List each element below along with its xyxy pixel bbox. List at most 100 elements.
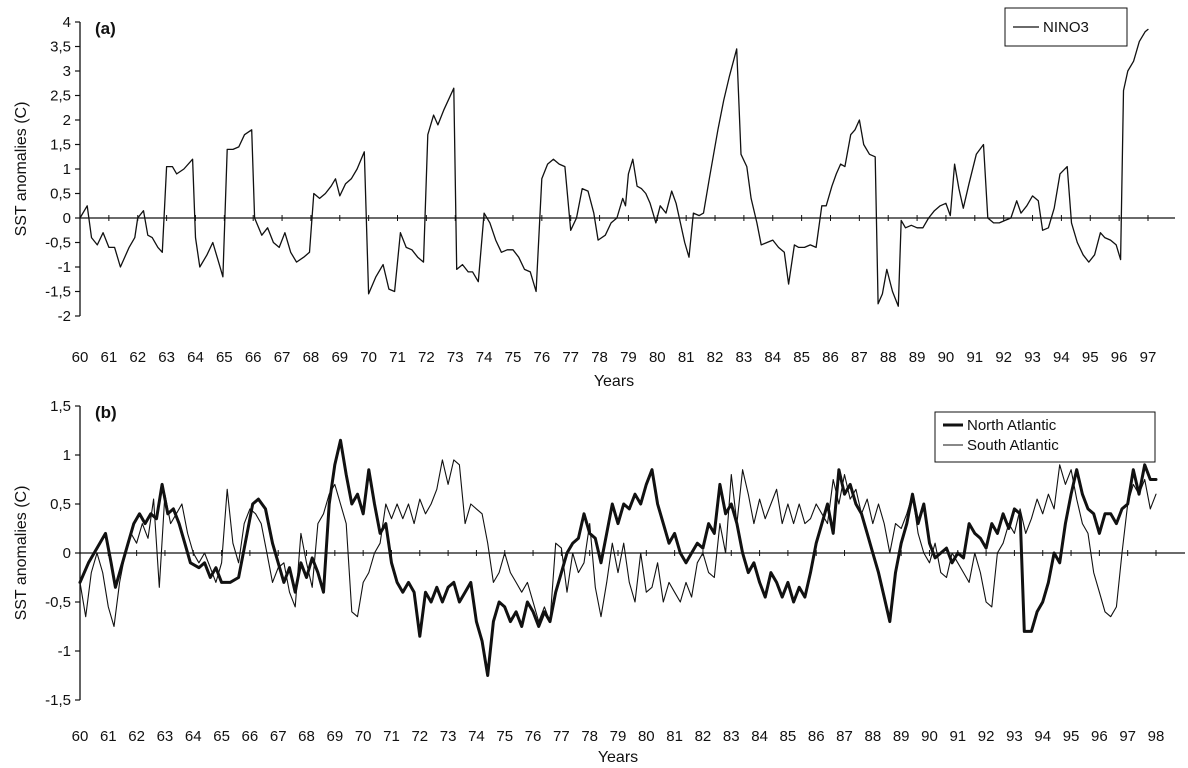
- panel-b: -1,5 -1 -0,5 0 0,5 1 1,5 60 61 62 63 64 65 66 67 68 69 70…: [13, 398, 1185, 766]
- x-tick-label: 92: [995, 349, 1012, 366]
- y-tick-label: -1: [58, 643, 71, 660]
- x-tick-label: 62: [129, 349, 146, 366]
- x-tick-label: 83: [723, 728, 740, 745]
- x-tick-label: 93: [1006, 728, 1023, 745]
- x-tick-label: 88: [864, 728, 881, 745]
- x-tick-label: 89: [893, 728, 910, 745]
- x-tick-label: 60: [72, 349, 89, 366]
- panel-label: (a): [95, 19, 116, 38]
- x-tick-label: 87: [836, 728, 853, 745]
- x-tick-label: 97: [1140, 349, 1157, 366]
- x-tick-label: 73: [440, 728, 457, 745]
- x-tick-label: 76: [525, 728, 542, 745]
- x-tick-label: 62: [128, 728, 145, 745]
- x-tick-label: 74: [476, 349, 493, 366]
- y-axis-label: SST anomalies (C): [13, 486, 30, 621]
- x-tick-label: 63: [157, 728, 174, 745]
- x-tick-label: 95: [1063, 728, 1080, 745]
- y-tick-label: 3,5: [50, 39, 71, 56]
- x-tick-label: 90: [938, 349, 955, 366]
- x-tick-label: 85: [793, 349, 810, 366]
- x-tick-label: 63: [158, 349, 175, 366]
- x-tick-label: 66: [242, 728, 259, 745]
- x-axis-label: Years: [598, 749, 638, 766]
- x-tick-label: 74: [468, 728, 485, 745]
- x-tick-label: 72: [418, 349, 435, 366]
- series-line-south-atlantic: [79, 459, 1157, 628]
- x-tick-label: 66: [245, 349, 262, 366]
- panel-label: (b): [95, 403, 117, 422]
- x-tick-label: 73: [447, 349, 464, 366]
- x-tick-label: 93: [1024, 349, 1041, 366]
- y-tick-label: 4: [63, 14, 71, 31]
- legend-entry: NINO3: [1043, 19, 1089, 36]
- x-tick-label: 91: [949, 728, 966, 745]
- y-tick-label: 1: [63, 161, 71, 178]
- panel-a: -2 -1,5 -1 -0,5 0 0,5 1 1,5 2 2,5 3 3,5 4 60 61 62 63 64 6…: [13, 7, 1175, 390]
- x-tick-label: 64: [187, 349, 204, 366]
- x-tick-label: 94: [1053, 349, 1070, 366]
- x-tick-label: 87: [851, 349, 868, 366]
- x-tick-label: 80: [638, 728, 655, 745]
- y-tick-label: -0,5: [45, 235, 71, 252]
- x-tick-label: 95: [1082, 349, 1099, 366]
- x-tick-label: 89: [909, 349, 926, 366]
- x-tick-label: 85: [780, 728, 797, 745]
- y-tick-label: -1: [58, 259, 71, 276]
- x-tick-label: 70: [360, 349, 377, 366]
- x-tick-label: 64: [185, 728, 202, 745]
- y-tick-label: -2: [58, 308, 71, 325]
- x-tick-label: 61: [101, 349, 118, 366]
- x-tick-label: 80: [649, 349, 666, 366]
- series-line-north-atlantic: [78, 438, 1158, 677]
- x-tick-label: 72: [411, 728, 428, 745]
- x-tick-label: 75: [496, 728, 513, 745]
- y-tick-label: 0: [63, 210, 71, 227]
- y-tick-label: 0: [63, 545, 71, 562]
- y-tick-label: 3: [63, 63, 71, 80]
- x-tick-label: 86: [822, 349, 839, 366]
- x-tick-label: 81: [678, 349, 695, 366]
- y-tick-label: -1,5: [45, 692, 71, 709]
- x-tick-label: 65: [213, 728, 230, 745]
- y-tick-label: 1: [63, 447, 71, 464]
- legend-entry: South Atlantic: [967, 437, 1059, 454]
- x-tick-label: 82: [695, 728, 712, 745]
- x-tick-label: 96: [1091, 728, 1108, 745]
- x-tick-label: 97: [1119, 728, 1136, 745]
- x-tick-label: 67: [270, 728, 287, 745]
- x-tick-label: 91: [966, 349, 983, 366]
- x-tick-label: 75: [505, 349, 522, 366]
- legend-entry: North Atlantic: [967, 417, 1057, 434]
- x-tick-label: 84: [764, 349, 781, 366]
- x-tick-label: 83: [736, 349, 753, 366]
- y-tick-label: -0,5: [45, 594, 71, 611]
- x-tick-label: 71: [389, 349, 406, 366]
- x-tick-label: 65: [216, 349, 233, 366]
- y-tick-label: 0,5: [50, 186, 71, 203]
- x-tick-label: 88: [880, 349, 897, 366]
- x-tick-label: 68: [298, 728, 315, 745]
- x-tick-label: 69: [331, 349, 348, 366]
- legend-box: [934, 411, 1156, 463]
- x-tick-label: 79: [620, 349, 637, 366]
- x-tick-label: 67: [274, 349, 291, 366]
- y-tick-label: 1,5: [50, 137, 71, 154]
- x-tick-label: 77: [562, 349, 579, 366]
- y-tick-label: 0,5: [50, 496, 71, 513]
- x-tick-label: 70: [355, 728, 372, 745]
- x-tick-label: 77: [553, 728, 570, 745]
- x-tick-label: 71: [383, 728, 400, 745]
- x-tick-label: 60: [72, 728, 89, 745]
- y-tick-label: 2: [63, 112, 71, 129]
- x-tick-label: 94: [1034, 728, 1051, 745]
- x-tick-label: 90: [921, 728, 938, 745]
- x-tick-label: 84: [751, 728, 768, 745]
- x-tick-label: 78: [591, 349, 608, 366]
- x-tick-label: 61: [100, 728, 117, 745]
- y-axis-label: SST anomalies (C): [13, 102, 30, 237]
- x-tick-label: 98: [1148, 728, 1165, 745]
- y-tick-label: 1,5: [50, 398, 71, 415]
